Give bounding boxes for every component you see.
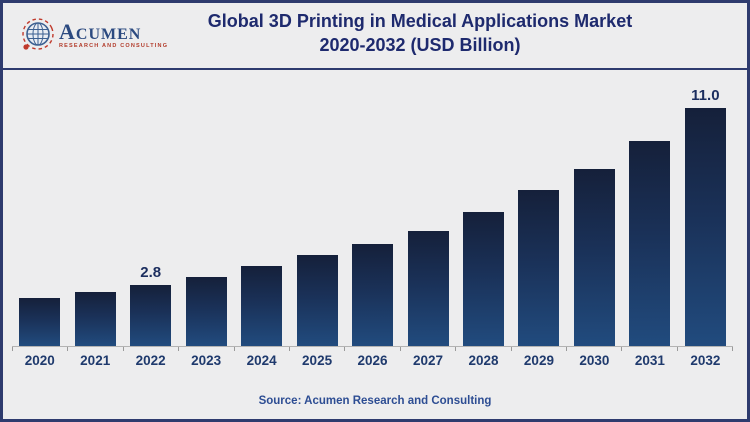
x-tick-label-2023: 2023 bbox=[191, 353, 222, 368]
x-tick-label-2021: 2021 bbox=[80, 353, 111, 368]
bar-2026 bbox=[352, 244, 394, 346]
bar-slot-2026 bbox=[345, 75, 400, 346]
acumen-logo: ACUMEN RESEARCH AND CONSULTING bbox=[20, 12, 168, 58]
bar-slot-2031 bbox=[622, 75, 677, 346]
bar-2025 bbox=[296, 255, 338, 346]
logo-tagline: RESEARCH AND CONSULTING bbox=[59, 42, 169, 49]
bar-slot-2022: 2.8 bbox=[123, 75, 178, 346]
header: ACUMEN RESEARCH AND CONSULTING Global 3D… bbox=[0, 0, 750, 70]
logo-text: ACUMEN RESEARCH AND CONSULTING bbox=[59, 18, 169, 50]
bar-slot-2021 bbox=[67, 75, 122, 346]
x-axis-tick bbox=[122, 347, 124, 351]
bar-slot-2025 bbox=[289, 75, 344, 346]
x-axis-tick bbox=[455, 347, 457, 351]
x-axis-line bbox=[12, 346, 733, 347]
x-tick-label-2030: 2030 bbox=[579, 353, 610, 368]
bar-slot-2029 bbox=[511, 75, 566, 346]
x-tick-label-2020: 2020 bbox=[24, 353, 55, 368]
x-tick-label-2032: 2032 bbox=[690, 353, 721, 368]
bar-2029 bbox=[518, 190, 560, 346]
x-tick-label-2022: 2022 bbox=[135, 353, 166, 368]
bar-slot-2023 bbox=[178, 75, 233, 346]
source-note: Source: Acumen Research and Consulting bbox=[258, 395, 492, 407]
x-axis-tick bbox=[12, 347, 13, 351]
bar-2027 bbox=[407, 231, 449, 346]
bar-slot-2024 bbox=[234, 75, 289, 346]
x-tick-label-2027: 2027 bbox=[412, 353, 444, 368]
x-axis-tick bbox=[565, 347, 567, 351]
bar-value-label-2022: 2.8 bbox=[140, 264, 162, 282]
x-axis-tick bbox=[344, 347, 346, 351]
x-tick-label-2029: 2029 bbox=[523, 353, 554, 368]
x-axis-tick bbox=[676, 347, 678, 351]
x-tick-label-2031: 2031 bbox=[634, 353, 665, 368]
bar-value-label-2032: 11.0 bbox=[691, 87, 720, 104]
bar-2021 bbox=[74, 291, 116, 346]
chart-title-line2: 2020-2032 (USD Billion) bbox=[319, 35, 521, 55]
bar-slot-2032: 11.0 bbox=[678, 75, 733, 346]
chart-title: Global 3D Printing in Medical Applicatio… bbox=[90, 9, 750, 57]
bar-slot-2028 bbox=[456, 75, 511, 346]
x-axis-tick bbox=[178, 347, 180, 351]
x-axis-tick bbox=[67, 347, 69, 351]
bar-slot-2030 bbox=[567, 75, 622, 346]
bar-2022 bbox=[130, 285, 172, 346]
bar-2024 bbox=[241, 265, 283, 346]
x-axis-tick bbox=[288, 347, 290, 351]
x-axis-tick bbox=[399, 347, 401, 351]
x-tick-label-2024: 2024 bbox=[246, 353, 277, 368]
x-axis-tick bbox=[621, 347, 623, 351]
bar-2020 bbox=[19, 298, 61, 346]
x-axis-tick bbox=[233, 347, 235, 351]
bar-2030 bbox=[573, 168, 615, 346]
bar-2031 bbox=[629, 140, 671, 346]
x-tick-label-2026: 2026 bbox=[357, 353, 388, 368]
bar-slot-2020 bbox=[12, 75, 67, 346]
bar-2032 bbox=[684, 108, 726, 346]
x-axis-labels: 2020 2021 2022 2023 2024 2025 2026 2027 2028 2029… bbox=[12, 353, 733, 368]
x-tick-label-2025: 2025 bbox=[302, 353, 333, 368]
x-axis-tick bbox=[510, 347, 512, 351]
logo-brand: ACUMEN bbox=[59, 18, 142, 44]
globe-icon bbox=[22, 18, 54, 50]
bar-2028 bbox=[462, 211, 504, 346]
bars-area: 2.8 11.0 bbox=[12, 75, 733, 346]
x-axis-tick bbox=[732, 347, 733, 351]
bar-slot-2027 bbox=[400, 75, 455, 346]
bar-2023 bbox=[185, 276, 227, 346]
x-tick-label-2028: 2028 bbox=[468, 353, 499, 368]
chart-title-line1: Global 3D Printing in Medical Applicatio… bbox=[207, 11, 633, 31]
